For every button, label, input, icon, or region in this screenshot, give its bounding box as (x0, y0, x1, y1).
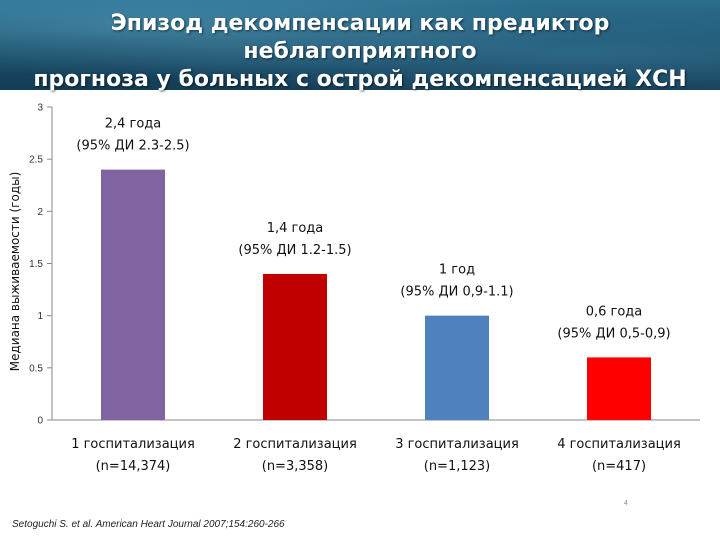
slide-number: 4 (624, 500, 628, 507)
bar-4 (587, 357, 651, 420)
category-count-label: (n=417) (592, 459, 646, 474)
category-count-label: (n=14,374) (96, 459, 171, 474)
category-label: 1 госпитализация (71, 437, 195, 452)
data-label-ci: (95% ДИ 2.3-2.5) (76, 139, 189, 154)
category-count-label: (n=1,123) (424, 459, 491, 474)
category-label: 4 госпитализация (557, 437, 681, 452)
y-tick-label: 2.5 (29, 155, 43, 166)
category-label: 3 госпитализация (395, 437, 519, 452)
y-tick-label: 0 (37, 416, 43, 427)
data-label-ci: (95% ДИ 0,5-0,9) (557, 326, 670, 341)
y-tick-label: 1.5 (29, 259, 43, 270)
y-axis-title: Медиана выживаемости (годы) (8, 172, 22, 372)
y-tick-label: 1 (37, 311, 43, 322)
category-label: 2 госпитализация (233, 437, 357, 452)
bar-1 (101, 169, 165, 420)
title-banner: Эпизод декомпенсации как предиктор небла… (0, 0, 720, 92)
data-label-ci: (95% ДИ 0,9-1.1) (400, 285, 513, 300)
data-label-value: 0,6 года (586, 304, 643, 319)
y-tick-label: 2 (37, 207, 43, 218)
category-count-label: (n=3,358) (262, 459, 329, 474)
y-tick-label: 3 (37, 103, 43, 114)
y-tick-label: 0.5 (29, 363, 43, 374)
bar-3 (425, 315, 489, 420)
title-line-2: прогноза у больных с острой декомпенсаци… (33, 67, 687, 92)
data-label-ci: (95% ДИ 1.2-1.5) (238, 243, 351, 258)
bar-2 (263, 273, 327, 420)
data-label-value: 1 год (439, 263, 475, 278)
data-label-value: 2,4 года (105, 117, 162, 132)
source-citation: Setoguchi S. et al. American Heart Journ… (12, 519, 285, 530)
data-label-value: 1,4 года (267, 221, 324, 236)
slide-title: Эпизод декомпенсации как предиктор небла… (0, 10, 720, 94)
bar-chart: 0 0.5 1 1.5 2 2.5 3 Медиана выживаемости (годы)… (8, 103, 700, 474)
title-line-1: Эпизод декомпенсации как предиктор небла… (110, 11, 610, 64)
